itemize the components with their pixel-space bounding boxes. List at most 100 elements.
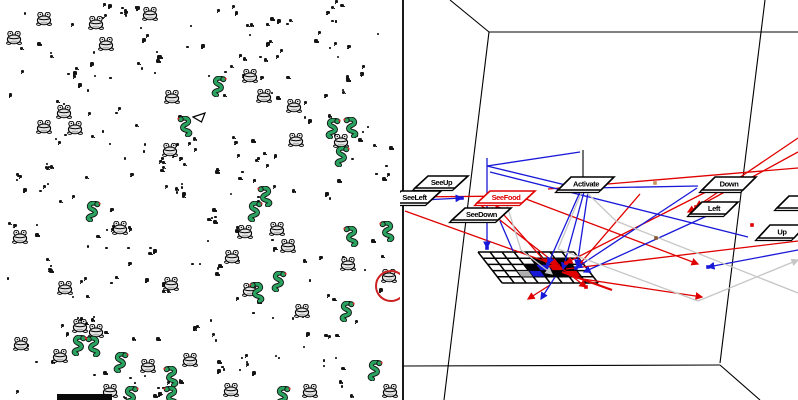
frog-agent[interactable]	[302, 384, 318, 398]
frog-agent[interactable]	[294, 304, 310, 318]
snake-agent[interactable]	[379, 221, 397, 242]
node-plaque-seedown[interactable]: SeeDown	[447, 207, 514, 224]
frog-agent[interactable]	[52, 349, 68, 363]
snake-agent[interactable]	[323, 118, 341, 139]
fly-dot	[188, 141, 192, 145]
snake-agent[interactable]	[111, 352, 129, 373]
fly-dot	[46, 182, 49, 186]
fly-dot	[86, 245, 90, 248]
fly-dot	[64, 133, 67, 137]
frog-agent[interactable]	[36, 120, 52, 134]
frog-agent[interactable]	[88, 16, 104, 30]
fly-dot	[347, 44, 351, 48]
link-node	[706, 265, 710, 269]
snake-agent[interactable]	[343, 117, 361, 138]
snake-agent[interactable]	[332, 146, 350, 167]
frog-agent[interactable]	[162, 143, 178, 157]
frog-agent[interactable]	[269, 222, 285, 236]
world-viewport[interactable]	[0, 0, 400, 400]
frog-agent[interactable]	[6, 31, 22, 45]
frog-agent[interactable]	[182, 353, 198, 367]
frog-agent[interactable]	[13, 337, 29, 351]
fly-dot	[61, 324, 65, 327]
fly-dot	[272, 185, 276, 189]
frog-agent[interactable]	[164, 90, 180, 104]
snake-agent[interactable]	[163, 386, 181, 400]
frog-agent[interactable]	[163, 277, 179, 291]
node-plaque-left[interactable]: Left	[686, 201, 740, 218]
frog-agent[interactable]	[12, 230, 28, 244]
fly-dot	[93, 74, 97, 78]
fly-dot	[376, 32, 380, 35]
frog-agent[interactable]	[237, 225, 253, 239]
snake-agent[interactable]	[121, 386, 139, 400]
frog-agent[interactable]	[57, 281, 73, 295]
link-edge	[589, 185, 699, 189]
fly-dot	[209, 319, 213, 322]
frog-agent[interactable]	[36, 12, 52, 26]
frog-agent[interactable]	[224, 250, 240, 264]
node-plaque-activate[interactable]: Activate	[554, 176, 616, 194]
frog-agent[interactable]	[98, 37, 114, 51]
node-plaque-seeup[interactable]: SeeUp	[410, 175, 471, 192]
node-plaque-seeleft[interactable]: SeeLeft	[400, 190, 444, 207]
fly-dot	[92, 50, 96, 54]
fly-dot	[193, 326, 197, 330]
snake-agent[interactable]	[83, 201, 101, 222]
frog-agent[interactable]	[142, 7, 158, 21]
fly-dot	[322, 359, 326, 362]
frog-agent[interactable]	[56, 105, 72, 119]
frog-agent[interactable]	[382, 384, 398, 398]
fly-dot	[83, 276, 87, 280]
frog-agent[interactable]	[340, 257, 356, 271]
frog-agent[interactable]	[112, 221, 128, 235]
fly-dot	[128, 226, 131, 229]
link-edge	[489, 171, 749, 238]
frog-agent[interactable]	[288, 133, 304, 147]
snake-agent[interactable]	[249, 282, 267, 303]
link-node	[485, 246, 489, 250]
fly-dot	[123, 10, 128, 15]
frog-agent[interactable]	[242, 69, 258, 83]
snake-agent[interactable]	[85, 336, 103, 357]
plaque-label: Up	[777, 227, 787, 236]
frog-agent[interactable]	[280, 239, 296, 253]
black-bar	[57, 394, 112, 400]
fly-dot	[120, 11, 123, 15]
snake-agent[interactable]	[245, 201, 263, 222]
network-3d-view[interactable]: SeeUp SeeLeft SeeFood SeeDown Activate Down Le…	[400, 0, 798, 400]
snake-agent[interactable]	[269, 271, 287, 292]
frog-agent[interactable]	[223, 383, 239, 397]
fly-dot	[214, 339, 218, 342]
snake-agent[interactable]	[273, 386, 291, 400]
frog-agent[interactable]	[286, 99, 302, 113]
snake-agent[interactable]	[337, 301, 355, 322]
frog-agent[interactable]	[256, 89, 272, 103]
fly-dot	[118, 107, 122, 111]
grid-line	[501, 251, 527, 284]
fly-dot	[367, 125, 370, 129]
snake-agent[interactable]	[343, 226, 361, 247]
node-plaque-clipped[interactable]	[773, 195, 798, 212]
fly-dot	[111, 224, 115, 228]
fly-dot	[15, 172, 19, 176]
frog-agent[interactable]	[140, 359, 156, 373]
snake-agent[interactable]	[163, 366, 181, 387]
fly-dot	[259, 55, 262, 59]
node-plaque-up[interactable]: Up	[754, 224, 798, 242]
node-plaque-down[interactable]: Down	[698, 176, 758, 194]
node-plaque-seefood[interactable]: SeeFood	[472, 190, 538, 207]
frog-agent[interactable]	[67, 121, 83, 135]
frog-agent[interactable]	[72, 319, 88, 333]
fly-dot	[78, 82, 83, 87]
fly-dot	[102, 130, 105, 133]
fly-dot	[58, 140, 62, 144]
fly-dot	[143, 374, 147, 378]
mouse-cursor-icon	[192, 112, 207, 123]
fly-dot	[128, 376, 132, 380]
fly-dot	[79, 318, 82, 322]
snake-agent[interactable]	[209, 76, 227, 97]
fly-dot	[363, 269, 366, 272]
fly-dot	[338, 380, 343, 384]
snake-agent[interactable]	[365, 360, 383, 381]
